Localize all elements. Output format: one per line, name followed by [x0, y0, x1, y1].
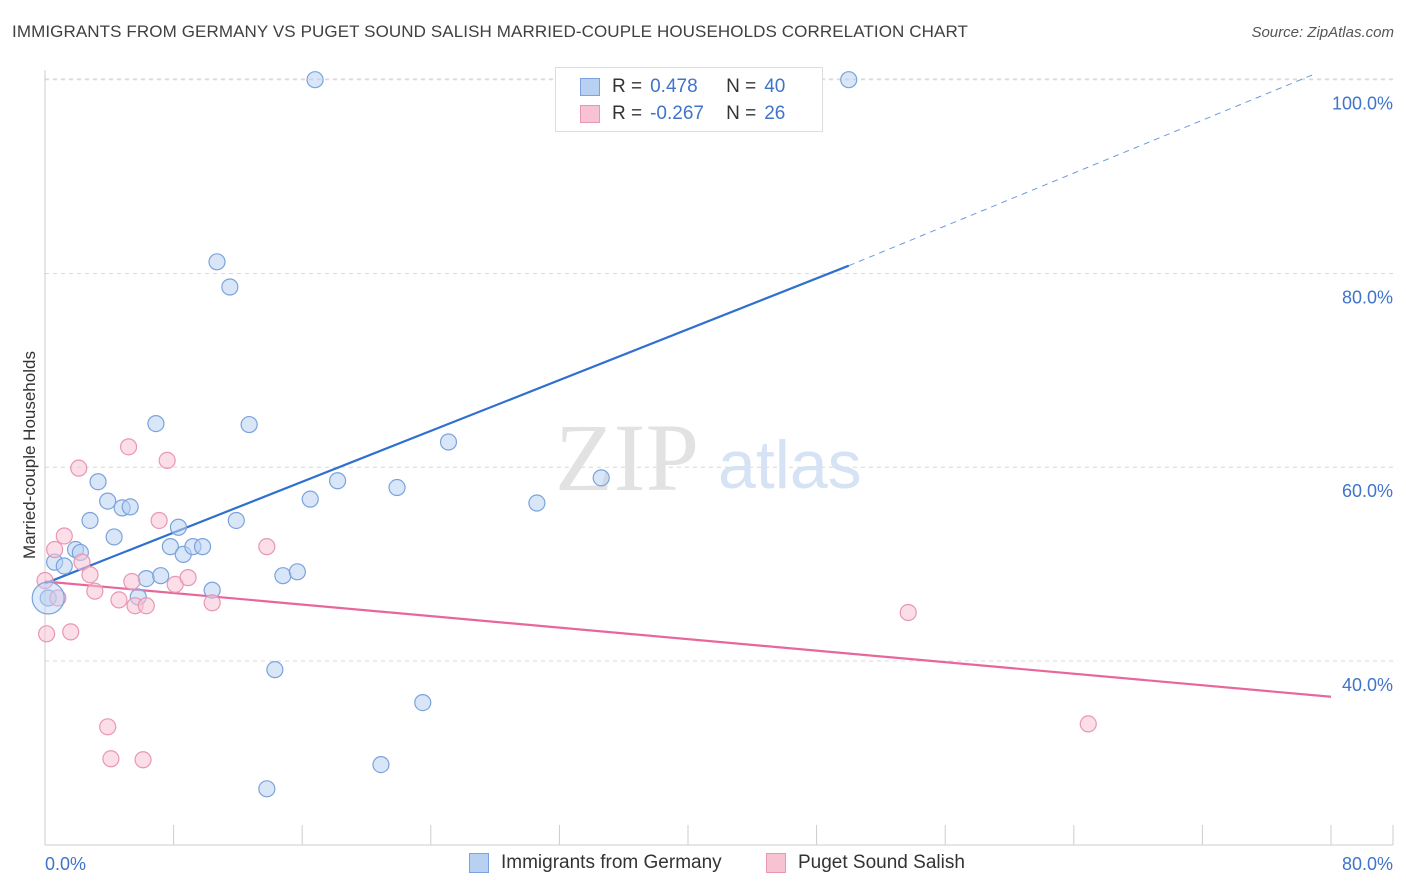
- trendlines: [44, 73, 1332, 698]
- bottom-legend-label: Puget Sound Salish: [798, 852, 965, 873]
- point-salish: [1079, 715, 1097, 733]
- y-tick-label: 40.0%: [1342, 675, 1393, 695]
- point-germany: [193, 538, 212, 556]
- legend-n-label: N =: [726, 76, 757, 97]
- correlation-legend: R = 0.478 N = 40 R = -0.267 N = 26: [555, 67, 823, 132]
- legend-r-label: R =: [612, 76, 643, 97]
- point-germany: [372, 755, 390, 774]
- point-salish: [99, 718, 117, 736]
- legend-n-value: 40: [764, 76, 786, 97]
- point-germany: [274, 567, 292, 585]
- point-salish: [179, 569, 197, 587]
- point-germany: [388, 478, 406, 497]
- point-germany: [221, 278, 239, 296]
- x-tick-label: 0.0%: [45, 854, 86, 874]
- watermark-zip: ZIP: [555, 404, 699, 511]
- point-salish: [134, 751, 152, 769]
- x-tick-label: 80.0%: [1342, 854, 1393, 874]
- point-germany: [137, 569, 155, 588]
- legend-row-germany: R = 0.478 N = 40: [580, 75, 785, 99]
- point-salish: [110, 591, 128, 609]
- point-germany: [161, 538, 179, 556]
- point-germany: [105, 528, 123, 546]
- point-salish: [150, 511, 168, 530]
- point-germany: [147, 414, 165, 433]
- point-germany: [266, 661, 284, 679]
- bottom-legend-swatch-blue: [469, 853, 489, 873]
- point-salish: [70, 459, 88, 477]
- point-germany: [288, 563, 306, 581]
- point-germany: [414, 693, 432, 712]
- point-germany: [55, 557, 73, 575]
- source-label: Source: ZipAtlas.com: [1251, 24, 1394, 41]
- tick-labels: 40.0% 60.0% 80.0% 100.0% 0.0% 80.0%: [45, 94, 1393, 874]
- point-germany: [208, 253, 226, 271]
- point-salish: [137, 597, 155, 615]
- y-tick-label: 60.0%: [1342, 481, 1393, 501]
- point-salish: [55, 527, 73, 545]
- point-salish: [62, 623, 80, 641]
- point-germany: [227, 511, 245, 530]
- point-salish: [203, 594, 221, 612]
- point-salish: [123, 572, 141, 591]
- point-germany: [258, 780, 276, 798]
- point-salish: [81, 566, 99, 584]
- point-germany: [306, 71, 324, 89]
- y-axis-label: Married-couple Households: [20, 351, 39, 559]
- legend-swatch-pink: [580, 105, 600, 123]
- y-tick-label: 80.0%: [1342, 287, 1393, 307]
- point-germany: [592, 469, 610, 487]
- point-germany: [89, 473, 107, 491]
- legend-r-value: -0.267: [650, 103, 704, 124]
- legend-n-value: 26: [764, 103, 786, 124]
- trendline-germany: [44, 264, 850, 585]
- point-germany: [169, 518, 188, 536]
- point-salish: [36, 571, 54, 590]
- bottom-legend-swatch-pink: [766, 853, 786, 873]
- axes: [44, 70, 1394, 846]
- legend-swatch-blue: [580, 78, 600, 96]
- point-germany: [439, 433, 458, 451]
- point-germany: [121, 498, 139, 516]
- legend-row-salish: R = -0.267 N = 26: [580, 102, 785, 126]
- y-tick-label: 100.0%: [1332, 94, 1393, 114]
- legend-r-value: 0.478: [650, 76, 698, 97]
- point-germany: [528, 494, 546, 512]
- point-germany: [81, 511, 99, 530]
- point-germany: [301, 490, 319, 508]
- point-salish: [158, 451, 176, 470]
- bottom-legend-germany[interactable]: Immigrants from Germany: [469, 852, 722, 874]
- point-germany-large: [31, 581, 65, 615]
- chart-title: IMMIGRANTS FROM GERMANY VS PUGET SOUND S…: [12, 22, 968, 41]
- point-salish: [102, 750, 120, 768]
- bottom-legend-label: Immigrants from Germany: [501, 852, 722, 873]
- trendline-salish: [44, 580, 1332, 698]
- point-salish: [73, 553, 91, 571]
- watermark: ZIP atlas: [555, 404, 862, 511]
- watermark-atlas: atlas: [718, 427, 862, 503]
- point-germany: [328, 472, 347, 490]
- trendline-germany-extension: [848, 73, 1316, 267]
- point-salish: [46, 540, 64, 559]
- legend-n-label: N =: [726, 103, 757, 124]
- point-germany: [99, 492, 117, 510]
- point-salish: [899, 603, 917, 622]
- point-germany: [152, 567, 170, 585]
- point-salish: [49, 589, 67, 607]
- legend-r-label: R =: [612, 103, 643, 124]
- point-salish: [86, 582, 104, 600]
- point-salish: [258, 538, 276, 556]
- bottom-legend-salish[interactable]: Puget Sound Salish: [766, 852, 965, 874]
- point-germany: [840, 71, 858, 89]
- point-salish: [119, 438, 138, 456]
- point-germany: [240, 415, 258, 434]
- point-salish: [38, 625, 56, 643]
- grid-lines: [45, 78, 1393, 662]
